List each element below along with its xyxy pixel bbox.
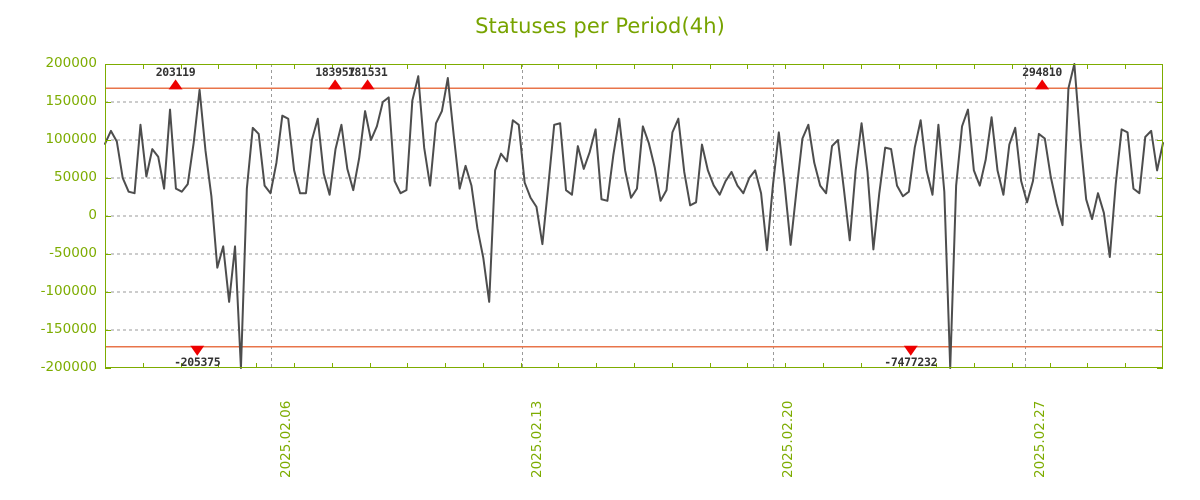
peak-value-label: 203119	[155, 65, 196, 80]
peak-value-label: -205375	[174, 354, 221, 369]
data-series-line	[104, 63, 1164, 369]
x-axis-tick-label: 2025.02.20	[780, 400, 797, 478]
x-axis-tick-label: 2025.02.27	[1031, 400, 1048, 478]
x-axis-tick-label: 2025.02.06	[277, 400, 294, 478]
peak-marker-up-icon[interactable]	[328, 79, 343, 90]
peak-marker-down-icon[interactable]	[903, 345, 918, 356]
y-axis-tick-label: 200000	[45, 55, 97, 71]
y-axis-tick-label: -150000	[40, 321, 97, 337]
y-axis-tick-label: 150000	[45, 93, 97, 109]
peak-marker-up-icon[interactable]	[360, 79, 375, 90]
y-axis-tick-label: 100000	[45, 131, 97, 147]
y-axis-tick-label: 0	[88, 207, 97, 223]
y-axis-tick-label: -100000	[40, 283, 97, 299]
y-axis-tick-label: -50000	[49, 245, 97, 261]
peak-marker-up-icon[interactable]	[1035, 79, 1050, 90]
y-axis-tick-label: 50000	[54, 169, 97, 185]
peak-value-label: 294810	[1022, 65, 1063, 80]
peak-marker-down-icon[interactable]	[190, 345, 205, 356]
y-axis-tick-label: -200000	[40, 359, 97, 375]
chart-title: Statuses per Period(4h)	[475, 14, 725, 38]
peak-value-label: -7477232	[884, 354, 938, 369]
peak-marker-up-icon[interactable]	[168, 79, 183, 90]
peak-value-label: 183957	[315, 65, 355, 80]
peak-value-label: 181531	[347, 65, 388, 80]
x-axis-tick-label: 2025.02.13	[528, 400, 545, 478]
